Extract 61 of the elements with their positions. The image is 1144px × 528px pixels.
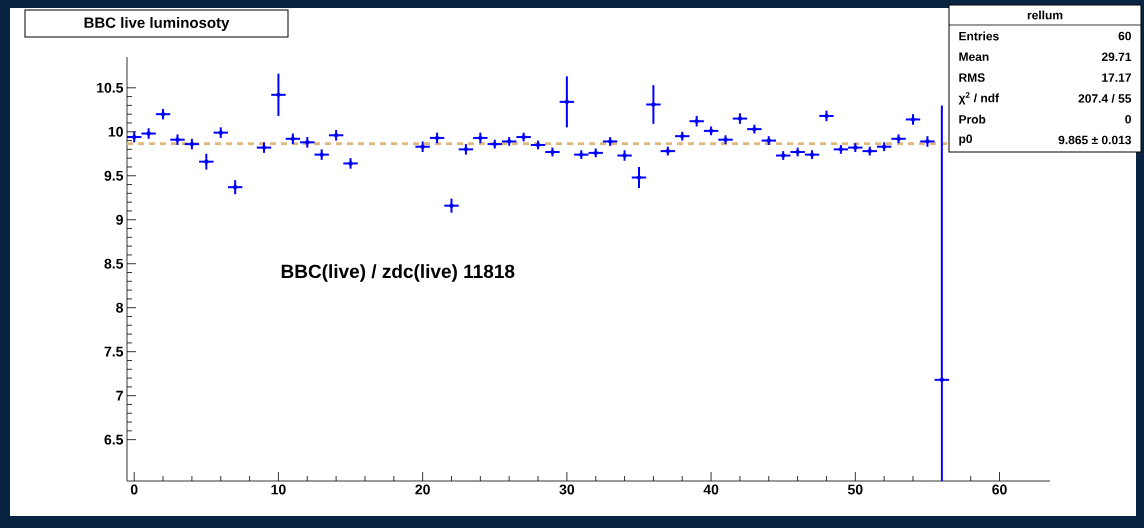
point — [420, 144, 425, 149]
annotation: χ$^{2}$ / ndf — [958, 92, 1000, 105]
text: rellum — [1027, 10, 1063, 20]
annotation: Prob — [959, 114, 986, 124]
y-tick-label: 8.5 — [104, 258, 124, 269]
point — [651, 102, 656, 107]
point — [218, 130, 223, 135]
text: 60 — [1118, 31, 1131, 41]
x-tick-label: 40 — [703, 484, 719, 495]
point — [290, 136, 296, 142]
point — [449, 203, 454, 208]
point — [132, 134, 137, 140]
point — [463, 147, 469, 152]
point — [305, 140, 310, 145]
point — [824, 113, 829, 119]
text: 0 — [1125, 114, 1131, 124]
point — [175, 137, 180, 142]
point — [333, 133, 339, 138]
point — [737, 116, 743, 121]
point — [910, 117, 916, 122]
annotation: Mean — [959, 52, 989, 61]
point — [925, 139, 930, 144]
point — [232, 184, 238, 190]
point — [434, 135, 440, 141]
x-tick-label: 0 — [130, 484, 138, 495]
y-tick-label: 9.5 — [104, 170, 124, 181]
point — [261, 145, 267, 150]
y-tick-label: 6.5 — [104, 434, 124, 445]
annotation: RMS — [959, 73, 985, 82]
x-tick-label: 60 — [992, 484, 1007, 495]
point — [160, 111, 166, 117]
point — [146, 131, 151, 136]
point — [204, 159, 209, 164]
x-tick-label: 10 — [271, 484, 286, 495]
y-tick-label: 7 — [116, 390, 123, 401]
x-tick-label: 50 — [847, 484, 863, 495]
y-tick-label: 10 — [108, 126, 123, 137]
text: 207.4 / 55 — [1078, 93, 1132, 103]
text: Entries — [959, 31, 999, 41]
point — [636, 175, 642, 180]
x-tick-label: 30 — [559, 484, 575, 495]
point — [276, 92, 281, 98]
y-tick-label: 9 — [116, 214, 123, 225]
point — [478, 135, 483, 141]
point — [564, 99, 570, 105]
x-tick-label: 20 — [415, 484, 430, 495]
y-tick-label: 10.5 — [97, 82, 124, 93]
point — [939, 377, 945, 383]
point — [622, 153, 627, 158]
y-tick-label: 7.5 — [104, 346, 124, 357]
chart-title: BBC live luminosoty — [84, 17, 230, 31]
text: 29.71 — [1101, 52, 1132, 62]
point — [348, 161, 353, 166]
point — [189, 141, 195, 147]
y-tick-label: 8 — [116, 302, 124, 313]
text: 9.865 ± 0.013 — [1058, 135, 1132, 145]
point — [319, 152, 324, 157]
text: 17.17 — [1102, 73, 1131, 82]
annotation: BBC(live) / zdc(live) 11818 — [281, 264, 515, 282]
point — [694, 119, 699, 124]
annotation: p0 — [959, 134, 973, 146]
